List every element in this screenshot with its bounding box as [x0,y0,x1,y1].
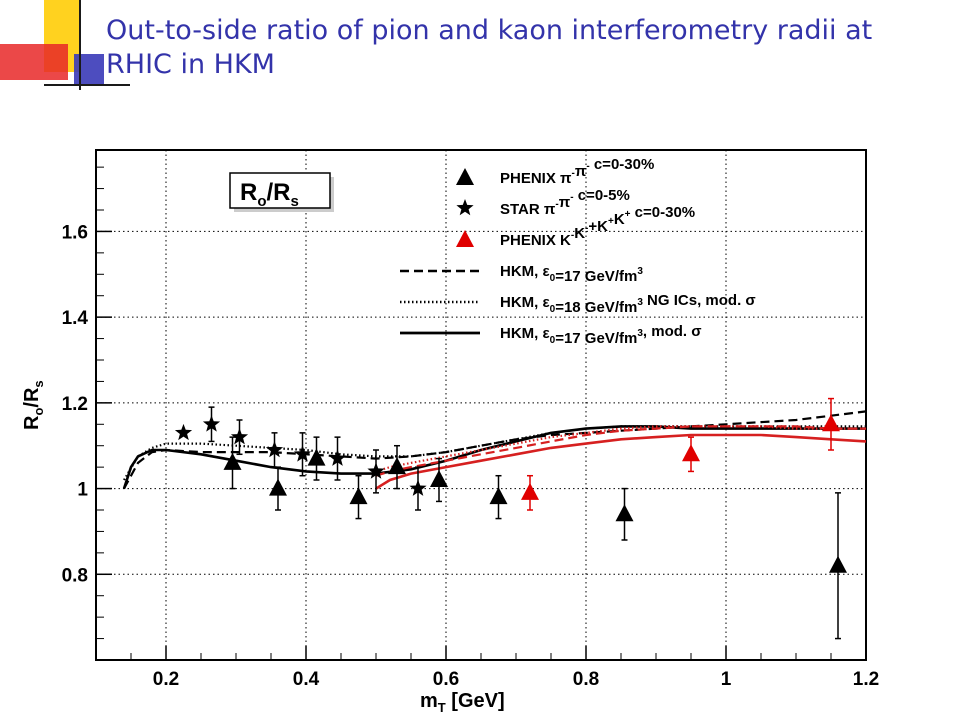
y-tick-label: 1.2 [62,394,88,415]
y-tick-label: 1.6 [62,222,88,243]
star-marker [367,462,385,479]
triangle-marker [349,487,368,505]
triangle-marker [388,457,406,475]
inset-label: Ro/Rs [240,179,299,210]
inset-label-box: Ro/Rs [229,172,334,212]
legend-label: PHENIX π-π- c=0-30% [500,156,654,187]
legend-triangle-marker [456,230,474,247]
triangle-marker [822,414,840,432]
x-tick-label: 1 [721,669,732,690]
star-marker [230,428,249,445]
model-curves [122,410,867,490]
slide-decoration [0,0,130,90]
legend: PHENIX π-π- c=0-30%STAR π-π- c=0-5%PHENI… [400,156,756,347]
x-tick-label: 1.2 [853,669,879,690]
x-tick-label: 0.8 [573,669,599,690]
slide-title: Out-to-side ratio of pion and kaon inter… [106,15,873,80]
triangle-marker [269,478,287,496]
plot-frame [95,149,867,661]
triangle-marker [615,504,634,522]
y-axis-label: Ro/Rs [21,380,46,430]
data-points [174,397,847,640]
x-tick-label: 0.6 [433,669,459,690]
triangle-marker [489,487,508,505]
star-marker [174,423,193,441]
x-tick-label: 0.2 [153,669,179,690]
triangle-marker [682,444,700,462]
y-tick-label: 1 [77,480,88,501]
y-tick-label: 1.4 [62,308,89,329]
triangle-marker [307,448,326,466]
curve-dotted [123,425,866,481]
triangle-marker [521,482,539,500]
star-marker [328,449,347,466]
triangle-marker [430,470,448,487]
legend-label: HKM, ε0=18 GeV/fm3 NG ICs, mod. σ [500,292,756,316]
star-marker [293,445,312,462]
y-tick-label: 0.8 [62,565,88,586]
curve-dashed [375,425,866,477]
triangle-marker [223,452,242,470]
star-marker [409,479,427,496]
curve-solid [375,433,867,490]
axis-ticks: 0.2 0.4 0.6 0.8 1 1.2 0.8 1 1.2 1.4 1.6 [62,166,879,690]
curve-dashed [123,410,867,490]
star-marker [265,441,284,458]
deco-red-block [0,44,68,80]
legend-triangle-marker [456,168,474,185]
x-axis-label: mT [GeV] [420,690,505,715]
legend-label: HKM, ε0=17 GeV/fm3, mod. σ [500,323,701,347]
triangle-marker [829,555,847,573]
legend-star-marker [456,199,474,216]
legend-label: STAR π-π- c=0-5% [500,187,630,218]
star-marker [202,415,221,432]
legend-label: PHENIX K-K-+K+K+ c=0-30% [500,204,695,249]
legend-label: HKM, ε0=17 GeV/fm3 [500,263,643,285]
x-tick-label: 0.4 [293,669,320,690]
